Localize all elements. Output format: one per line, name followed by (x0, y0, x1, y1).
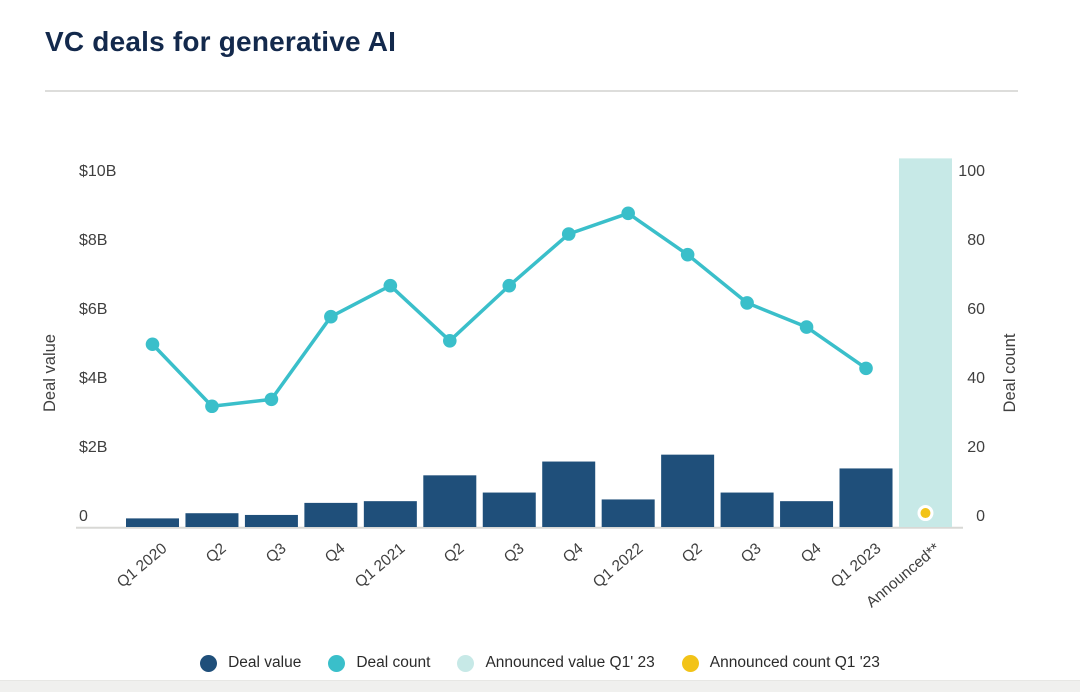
announced-count-point (917, 505, 934, 522)
legend-item: Deal value (200, 654, 301, 672)
deal-value-bar (363, 501, 417, 527)
right-axis-tick-label: 40 (967, 369, 985, 387)
chart-title: VC deals for generative AI (45, 26, 397, 57)
chart-legend: Deal value Deal count Announced value Q1' … (0, 650, 1080, 676)
legend-swatch-icon (328, 654, 346, 672)
legend-swatch-icon (457, 654, 475, 672)
left-axis-tick-label: $6B (79, 300, 108, 318)
right-axis-tick-label: 20 (967, 438, 985, 456)
legend-item: Announced count Q1 '23 (681, 654, 880, 672)
legend-swatch-icon (200, 654, 218, 672)
deal-value-bar (185, 513, 239, 527)
right-axis-tick-label: 80 (967, 231, 985, 249)
left-axis-tick-label: $4B (79, 369, 108, 387)
announced-value-bar (898, 158, 952, 527)
deal-value-bar (423, 475, 477, 527)
deal-value-bar (304, 502, 358, 527)
legend-label: Announced count Q1 '23 (709, 654, 880, 671)
right-axis-tick-label: 60 (967, 300, 985, 318)
bottom-strip (0, 680, 1080, 692)
deal-count-point (799, 320, 814, 334)
deal-value-bar (482, 492, 536, 527)
legend-item: Announced value Q1' 23 (457, 654, 655, 672)
deal-count-point (324, 309, 338, 324)
legend-label: Announced value Q1' 23 (485, 654, 655, 671)
deal-count-point (264, 392, 279, 407)
deal-value-bar (720, 492, 774, 527)
legend-swatch-icon (681, 654, 699, 672)
right-axis-tick-label: 100 (958, 163, 985, 180)
deal-count-point (145, 337, 160, 352)
deal-count-point (502, 278, 517, 293)
deal-count-point (443, 334, 457, 348)
deal-count-point (561, 227, 576, 241)
left-axis-tick-label: $2B (79, 438, 108, 456)
left-axis-tick-label: $10B (79, 163, 117, 180)
deal-count-point (859, 361, 873, 376)
right-axis-tick-label: 0 (976, 507, 985, 525)
deal-value-bar (839, 468, 893, 527)
deal-value-bar (601, 499, 655, 527)
deal-count-line (150, 211, 868, 409)
deal-value-bar (542, 461, 596, 527)
deal-count-point (383, 278, 398, 293)
left-axis-tick-label: 0 (79, 507, 88, 525)
title-divider (45, 90, 1018, 92)
legend-label: Deal count (356, 654, 431, 671)
deal-value-bar (780, 501, 834, 527)
deal-value-bar (126, 518, 179, 527)
legend-label: Deal value (228, 654, 302, 671)
deal-value-bar (661, 454, 715, 527)
deal-value-bar (244, 514, 298, 527)
left-axis-tick-label: $8B (79, 231, 108, 249)
deal-count-point (680, 247, 695, 262)
legend-item: Deal count (328, 654, 430, 672)
deal-count-point (740, 296, 754, 310)
deal-count-point (205, 399, 219, 414)
deal-count-point (621, 206, 635, 221)
